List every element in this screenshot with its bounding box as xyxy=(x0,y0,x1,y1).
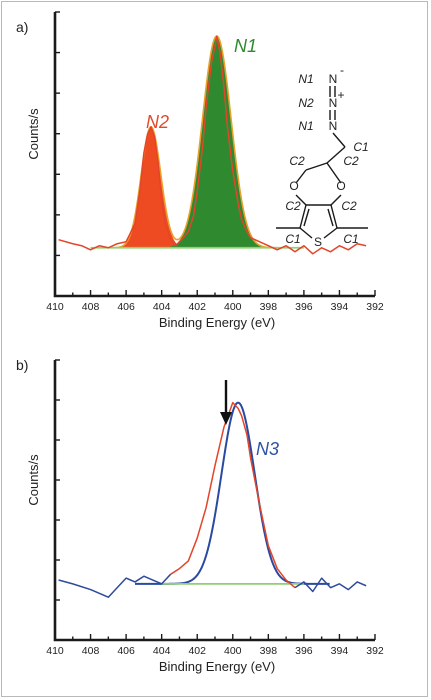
ring-bond-left xyxy=(295,169,307,184)
measured-spectrum-peak xyxy=(170,401,296,589)
thiophene-bond-left xyxy=(299,204,307,229)
x-tick-label: 410 xyxy=(46,645,64,657)
azide-atom-n-attached: N xyxy=(329,119,338,133)
chart-panel-b: 410 408 406 404 402 400 398 396 394 392 Binding En… xyxy=(16,357,384,674)
azide-atom-n-central: N xyxy=(329,96,338,110)
thiophene-bond-right xyxy=(330,204,338,229)
sulfur-atom: S xyxy=(314,235,322,249)
x-tick-label: 396 xyxy=(295,301,313,313)
x-tick-label: 398 xyxy=(260,645,278,657)
x-tick-label: 392 xyxy=(366,645,384,657)
azide-charge-minus: - xyxy=(340,63,344,77)
x-tick-label: 392 xyxy=(366,301,384,313)
y-axis-label: Counts/s xyxy=(26,454,41,506)
transition-arrow xyxy=(220,380,232,425)
x-tick-label: 402 xyxy=(188,301,206,313)
thiophene-double-left xyxy=(303,208,310,227)
x-tick-label: 406 xyxy=(117,301,135,313)
x-tick-label: 408 xyxy=(82,645,100,657)
x-tick-label: 394 xyxy=(331,645,349,657)
peak-area-n1 xyxy=(159,36,274,248)
azide-legend-n1-bottom: N1 xyxy=(298,119,313,133)
x-tick-label: 406 xyxy=(117,645,135,657)
bond-ch2-ring xyxy=(326,146,346,164)
carbon-label-c2-right: C2 xyxy=(343,154,359,168)
x-tick-label: 408 xyxy=(82,301,100,313)
carbon-label-c1-ch2: C1 xyxy=(353,140,368,154)
x-axis-label: Binding Energy (eV) xyxy=(159,659,275,674)
x-tick-label: 396 xyxy=(295,645,313,657)
x-tick-label: 400 xyxy=(224,301,242,313)
ring-bond-top-left xyxy=(305,162,328,171)
chart-panel-a: 410 408 406 404 402 400 398 396 394 392 Binding En… xyxy=(16,11,384,330)
azide-charge-plus: + xyxy=(337,88,344,102)
measured-spectrum-left xyxy=(58,573,172,598)
oxygen-right: O xyxy=(336,179,345,193)
arrow-head xyxy=(220,412,232,425)
carbon-label-c2-left: C2 xyxy=(289,154,305,168)
carbon-label-c2-lower-right: C2 xyxy=(341,199,357,213)
axis-lines xyxy=(53,360,375,642)
carbon-label-c1-right: C1 xyxy=(343,232,358,246)
fit-curve-n3 xyxy=(135,401,330,585)
peak-label-n3: N3 xyxy=(256,439,279,459)
x-tick-label: 394 xyxy=(331,301,349,313)
x-tick-label: 410 xyxy=(46,301,64,313)
x-tick-label: 398 xyxy=(260,301,278,313)
x-tick-label: 404 xyxy=(153,301,171,313)
bond-n-ch2 xyxy=(332,132,346,148)
x-tick-label: 402 xyxy=(188,645,206,657)
ring-bond-o-right xyxy=(330,194,342,206)
thiophene-double-right xyxy=(327,208,334,227)
measured-spectrum-right xyxy=(294,577,367,593)
x-tick-label: 400 xyxy=(224,645,242,657)
oxygen-left: O xyxy=(289,179,298,193)
ring-bond-right xyxy=(326,162,342,184)
y-axis-label: Counts/s xyxy=(26,108,41,160)
thiophene-bond-s-left xyxy=(299,227,313,239)
peak-area-n2 xyxy=(94,126,208,248)
azide-legend-n2: N2 xyxy=(298,96,314,110)
peak-label-n2: N2 xyxy=(146,112,169,132)
measured-spectrum xyxy=(58,35,367,255)
panel-label: a) xyxy=(16,19,28,35)
carbon-label-c1-left: C1 xyxy=(285,232,300,246)
thiophene-bond-s-right xyxy=(323,227,338,239)
x-tick-label: 404 xyxy=(153,645,171,657)
peak-label-n1: N1 xyxy=(234,36,257,56)
ring-bond-o-left xyxy=(295,194,307,206)
azide-atom-n-terminal: N xyxy=(329,72,338,86)
panel-label: b) xyxy=(16,357,28,373)
carbon-label-c2-lower-left: C2 xyxy=(285,199,301,213)
azide-legend-n1-top: N1 xyxy=(298,72,313,86)
x-axis-label: Binding Energy (eV) xyxy=(159,315,275,330)
